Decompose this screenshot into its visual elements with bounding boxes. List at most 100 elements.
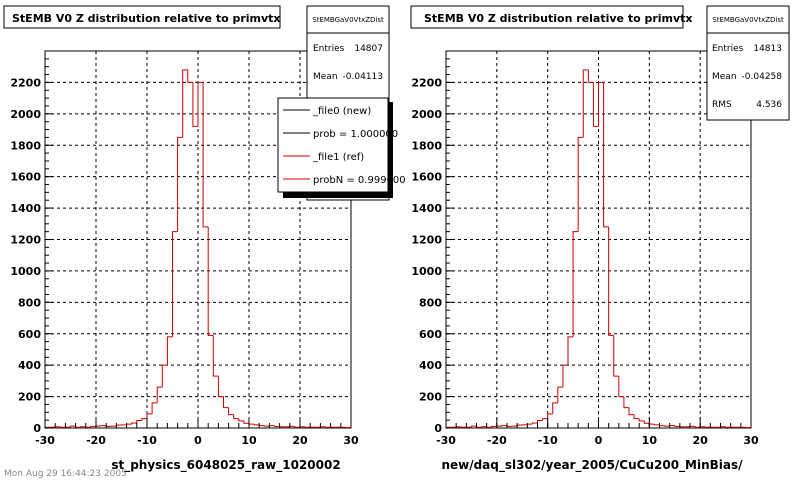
y-tick-label: 1000 [10,265,41,278]
histogram-bin [531,422,538,425]
left-stats-mean-label: Mean [313,72,338,82]
histogram-bin [592,82,599,127]
footer-timestamp: Mon Aug 29 16:44:23 2005 [4,469,127,479]
histogram-bin [572,231,579,337]
x-tick-label: 10 [642,434,658,447]
x-tick-label: 20 [292,434,308,447]
histogram-bin [547,413,553,419]
histogram-bin [633,414,640,420]
histogram-bin [603,82,609,228]
histogram-bin [274,425,280,427]
histogram-bin [587,69,594,83]
histogram-bin [694,426,701,428]
right-title: StEMB V0 Z distribution relative to prim… [424,12,693,25]
y-tick-label: 2000 [10,108,41,121]
y-tick-label: 200 [18,391,41,404]
histogram-bin [674,425,680,427]
histogram-bin [253,424,260,426]
y-tick-label: 0 [33,422,41,435]
histogram-bin [470,425,477,428]
histogram-bin [187,69,193,83]
x-tick-label: -10 [137,434,157,447]
histogram-bin [562,364,568,388]
legend-label: prob = 1.000000 [313,129,398,140]
right-stats-rms-value: 4.536 [756,100,782,110]
histogram-bin [653,424,660,426]
histogram-bin [598,81,604,127]
left-title-box [3,5,281,29]
left-x-axis-label: st_physics_6048025_raw_1020002 [111,458,340,473]
histogram-bin [557,386,563,403]
right-stats-mean-value: -0.04258 [742,72,783,82]
left-stats-name: StEMBGaV0VtxZDist [312,16,384,24]
left-title: StEMB V0 Z distribution relative to prim… [12,12,281,25]
histogram-bin [197,81,204,127]
left-stats-entries-label: Entries [313,44,345,54]
histogram-bin [608,226,614,336]
right-y-tick-labels: 0 200 400 600 800 1000 1200 1400 1600 1800 2000 220… [411,50,454,435]
x-tick-label: -20 [86,434,106,447]
x-tick-label: 20 [693,434,709,447]
histogram-bin [217,376,224,398]
histogram-bin [613,335,619,377]
histogram-bin [643,420,650,424]
y-tick-label: 2200 [10,76,41,89]
y-tick-label: 1000 [411,265,442,278]
y-tick-label: 1400 [411,202,442,215]
histogram-bin [491,425,497,428]
y-tick-label: 400 [18,359,41,372]
right-stats-box: StEMBGaV0VtxZDist Entries 14813 Mean -0.… [706,5,790,121]
histogram-bin [233,414,239,420]
y-tick-label: 1200 [10,234,41,247]
histogram-bin [223,396,229,409]
y-tick-label: 1200 [411,234,442,247]
histogram-bin [567,336,574,366]
x-tick-label: -10 [538,434,558,447]
y-tick-label: 1400 [10,202,41,215]
histogram-bin [623,396,629,409]
y-tick-label: 1800 [411,139,442,152]
y-tick-label: 0 [434,422,442,435]
right-stats-entries-label: Entries [712,44,744,54]
histogram-bin [202,82,209,228]
x-tick-label: 10 [241,434,257,447]
histogram-bin [294,426,300,428]
histogram-bin [552,402,558,414]
x-tick-label: -20 [487,434,507,447]
histogram-bin [177,136,183,232]
histogram-bin [90,425,96,428]
right-title-box [410,5,684,29]
x-tick-label: 0 [194,434,202,447]
left-x-tick-labels: -30 -20 -10 0 10 20 30 [35,418,359,447]
histogram-bin [228,407,234,416]
histogram-bin [207,226,214,336]
left-stats-mean-value: -0.04113 [343,72,383,82]
right-stats-mean-label: Mean [712,72,737,82]
left-legend: _file0 (new) prob = 1.000000 _file1 (ref) p… [277,97,406,198]
y-tick-label: 1600 [411,171,442,184]
histogram-bin [628,407,635,416]
y-tick-label: 800 [419,296,442,309]
histogram-bin [537,419,543,423]
legend-label: _file1 (ref) [312,152,364,163]
y-tick-label: 1800 [10,139,41,152]
y-tick-label: 800 [18,296,41,309]
histogram-bin [243,420,249,424]
histogram-bin [238,418,244,422]
histogram-bin [542,418,548,421]
x-tick-label: -30 [436,434,456,447]
left-y-tick-labels: 0 200 400 600 800 1000 1200 1400 1600 1800 2000 220… [10,50,53,435]
right-stats-rms-label: RMS [712,100,732,110]
histogram-bin [182,69,188,138]
left-histogram-panel: StEMB V0 Z distribution relative to prim… [3,5,406,473]
histogram-bin [136,419,142,423]
histogram-bin [70,425,76,428]
legend-label: probN = 0.999600 [313,175,406,186]
left-stats-entries-value: 14807 [354,44,383,54]
histogram-bin [618,376,624,398]
right-grid [446,51,751,428]
right-x-tick-labels: -30 -20 -10 0 10 20 30 [436,418,759,447]
y-tick-label: 600 [419,328,442,341]
x-tick-label: 30 [743,434,759,447]
histogram-bin [166,336,173,366]
